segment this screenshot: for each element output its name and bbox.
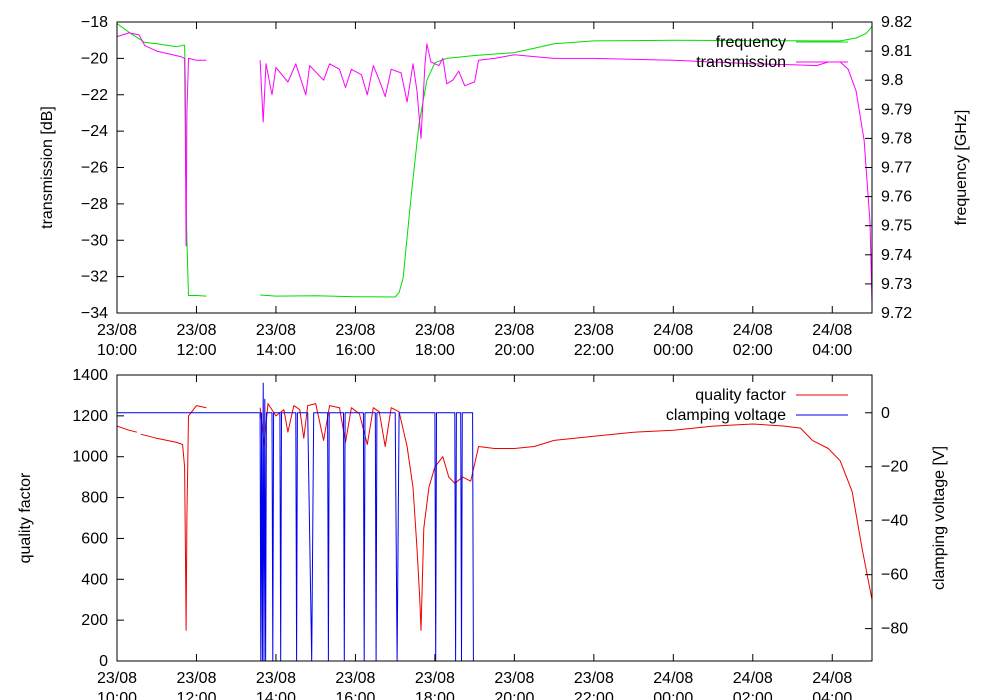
x-tick-label-time: 04:00 (812, 342, 852, 359)
x-tick-label-time: 02:00 (733, 342, 773, 359)
y2-axis-label: frequency [GHz] (953, 110, 970, 226)
y-tick-label: −24 (81, 123, 108, 140)
x-tick-label-time: 10:00 (97, 342, 137, 359)
y2-tick-label: 9.76 (881, 189, 912, 206)
x-tick-label-time: 18:00 (415, 342, 455, 359)
x-tick-label-date: 24/08 (733, 322, 773, 339)
y-tick-label: −20 (81, 50, 108, 67)
x-tick-label-date: 23/08 (97, 670, 137, 687)
plot-frame (116, 374, 873, 662)
x-tick-label-time: 22:00 (574, 690, 614, 700)
y2-tick-label: 9.74 (881, 247, 912, 264)
x-tick-label-date: 23/08 (256, 670, 296, 687)
y-tick-label: 200 (81, 612, 108, 629)
y2-tick-label: 9.75 (881, 218, 912, 235)
y2-axis-label: clamping voltage [V] (931, 446, 948, 590)
series-line-transmission-segment-0 (117, 32, 207, 247)
x-tick-label-date: 23/08 (97, 322, 137, 339)
x-tick-label-time: 14:00 (256, 342, 296, 359)
x-tick-label-time: 14:00 (256, 690, 296, 700)
x-tick-label-date: 24/08 (733, 670, 773, 687)
x-tick-label-date: 23/08 (574, 670, 614, 687)
x-tick-label-date: 23/08 (494, 670, 534, 687)
legend-label: clamping voltage (666, 407, 786, 424)
bottom-plot: 23/08 10:00 23/08 12:00 23/08 14:00 23/08 16:00… (17, 367, 948, 700)
y-tick-label: −22 (81, 87, 108, 104)
y-tick-label: 600 (81, 530, 108, 547)
x-tick-label-time: 20:00 (494, 342, 534, 359)
y2-tick-label: 9.77 (881, 160, 912, 177)
x-tick-label-date: 23/08 (415, 670, 455, 687)
y2-tick-label: −20 (881, 459, 908, 476)
x-tick-label-time: 04:00 (812, 690, 852, 700)
x-tick-label-date: 23/08 (176, 670, 216, 687)
x-tick-label-time: 16:00 (335, 342, 375, 359)
y2-tick-label: 9.81 (881, 43, 912, 60)
y2-tick-label: 9.78 (881, 130, 912, 147)
y2-tick-label: 9.82 (881, 14, 912, 31)
x-tick-label-time: 16:00 (335, 690, 375, 700)
series-line-frequency-segment-0 (117, 23, 207, 297)
top-plot: 23/08 10:00 23/08 12:00 23/08 14:00 23/08 16:00… (39, 14, 970, 359)
y-tick-label: 1400 (72, 367, 108, 384)
y-tick-label: −18 (81, 14, 108, 31)
y-tick-label: 800 (81, 490, 108, 507)
y2-tick-label: 9.79 (881, 101, 912, 118)
x-tick-label-date: 23/08 (415, 322, 455, 339)
y2-tick-label: 0 (881, 405, 890, 422)
x-tick-label-time: 18:00 (415, 690, 455, 700)
series-line-quality-factor-segment-1 (140, 405, 207, 631)
legend-label: quality factor (695, 387, 786, 404)
y-tick-label: −30 (81, 232, 108, 249)
y2-tick-label: 9.73 (881, 276, 912, 293)
series-group (117, 382, 872, 661)
y-axis-label: quality factor (17, 472, 34, 563)
series-group (117, 23, 872, 304)
y-tick-label: 1000 (72, 449, 108, 466)
x-tick-label-time: 10:00 (97, 690, 137, 700)
x-tick-label-time: 20:00 (494, 690, 534, 700)
y2-tick-label: 9.8 (881, 72, 903, 89)
y-tick-label: −28 (81, 196, 108, 213)
series-line-quality-factor-segment-0 (117, 425, 138, 433)
x-tick-label-time: 00:00 (653, 342, 693, 359)
x-tick-label-date: 23/08 (574, 322, 614, 339)
y-tick-label: 1200 (72, 408, 108, 425)
y2-tick-label: −40 (881, 513, 908, 530)
y-tick-label: −32 (81, 269, 108, 286)
series-line-quality-factor-segment-2 (259, 403, 872, 631)
y-tick-label: −26 (81, 160, 108, 177)
y-tick-label: 0 (99, 653, 108, 670)
y-tick-label: 400 (81, 571, 108, 588)
y2-tick-label: −80 (881, 621, 908, 638)
y-axis-label: transmission [dB] (39, 106, 56, 229)
x-tick-label-date: 23/08 (494, 322, 534, 339)
legend-label: transmission (696, 54, 786, 71)
x-tick-label-time: 02:00 (733, 690, 773, 700)
series-line-frequency-segment-1 (260, 26, 872, 298)
x-tick-label-date: 23/08 (176, 322, 216, 339)
legend-label: frequency (716, 34, 786, 51)
x-tick-label-date: 24/08 (812, 322, 852, 339)
y2-tick-label: −60 (881, 567, 908, 584)
x-tick-label-date: 23/08 (335, 670, 375, 687)
series-line-clamping-voltage-segment-0 (117, 382, 474, 661)
x-tick-label-time: 12:00 (176, 690, 216, 700)
x-tick-label-date: 24/08 (653, 670, 693, 687)
y2-tick-label: 9.72 (881, 305, 912, 322)
x-tick-label-time: 00:00 (653, 690, 693, 700)
series-line-transmission-segment-1 (259, 43, 872, 304)
x-tick-label-time: 12:00 (176, 342, 216, 359)
x-tick-label-time: 22:00 (574, 342, 614, 359)
x-tick-label-date: 24/08 (812, 670, 852, 687)
x-tick-label-date: 23/08 (335, 322, 375, 339)
x-tick-label-date: 24/08 (653, 322, 693, 339)
y-tick-label: −34 (81, 305, 108, 322)
x-tick-label-date: 23/08 (256, 322, 296, 339)
